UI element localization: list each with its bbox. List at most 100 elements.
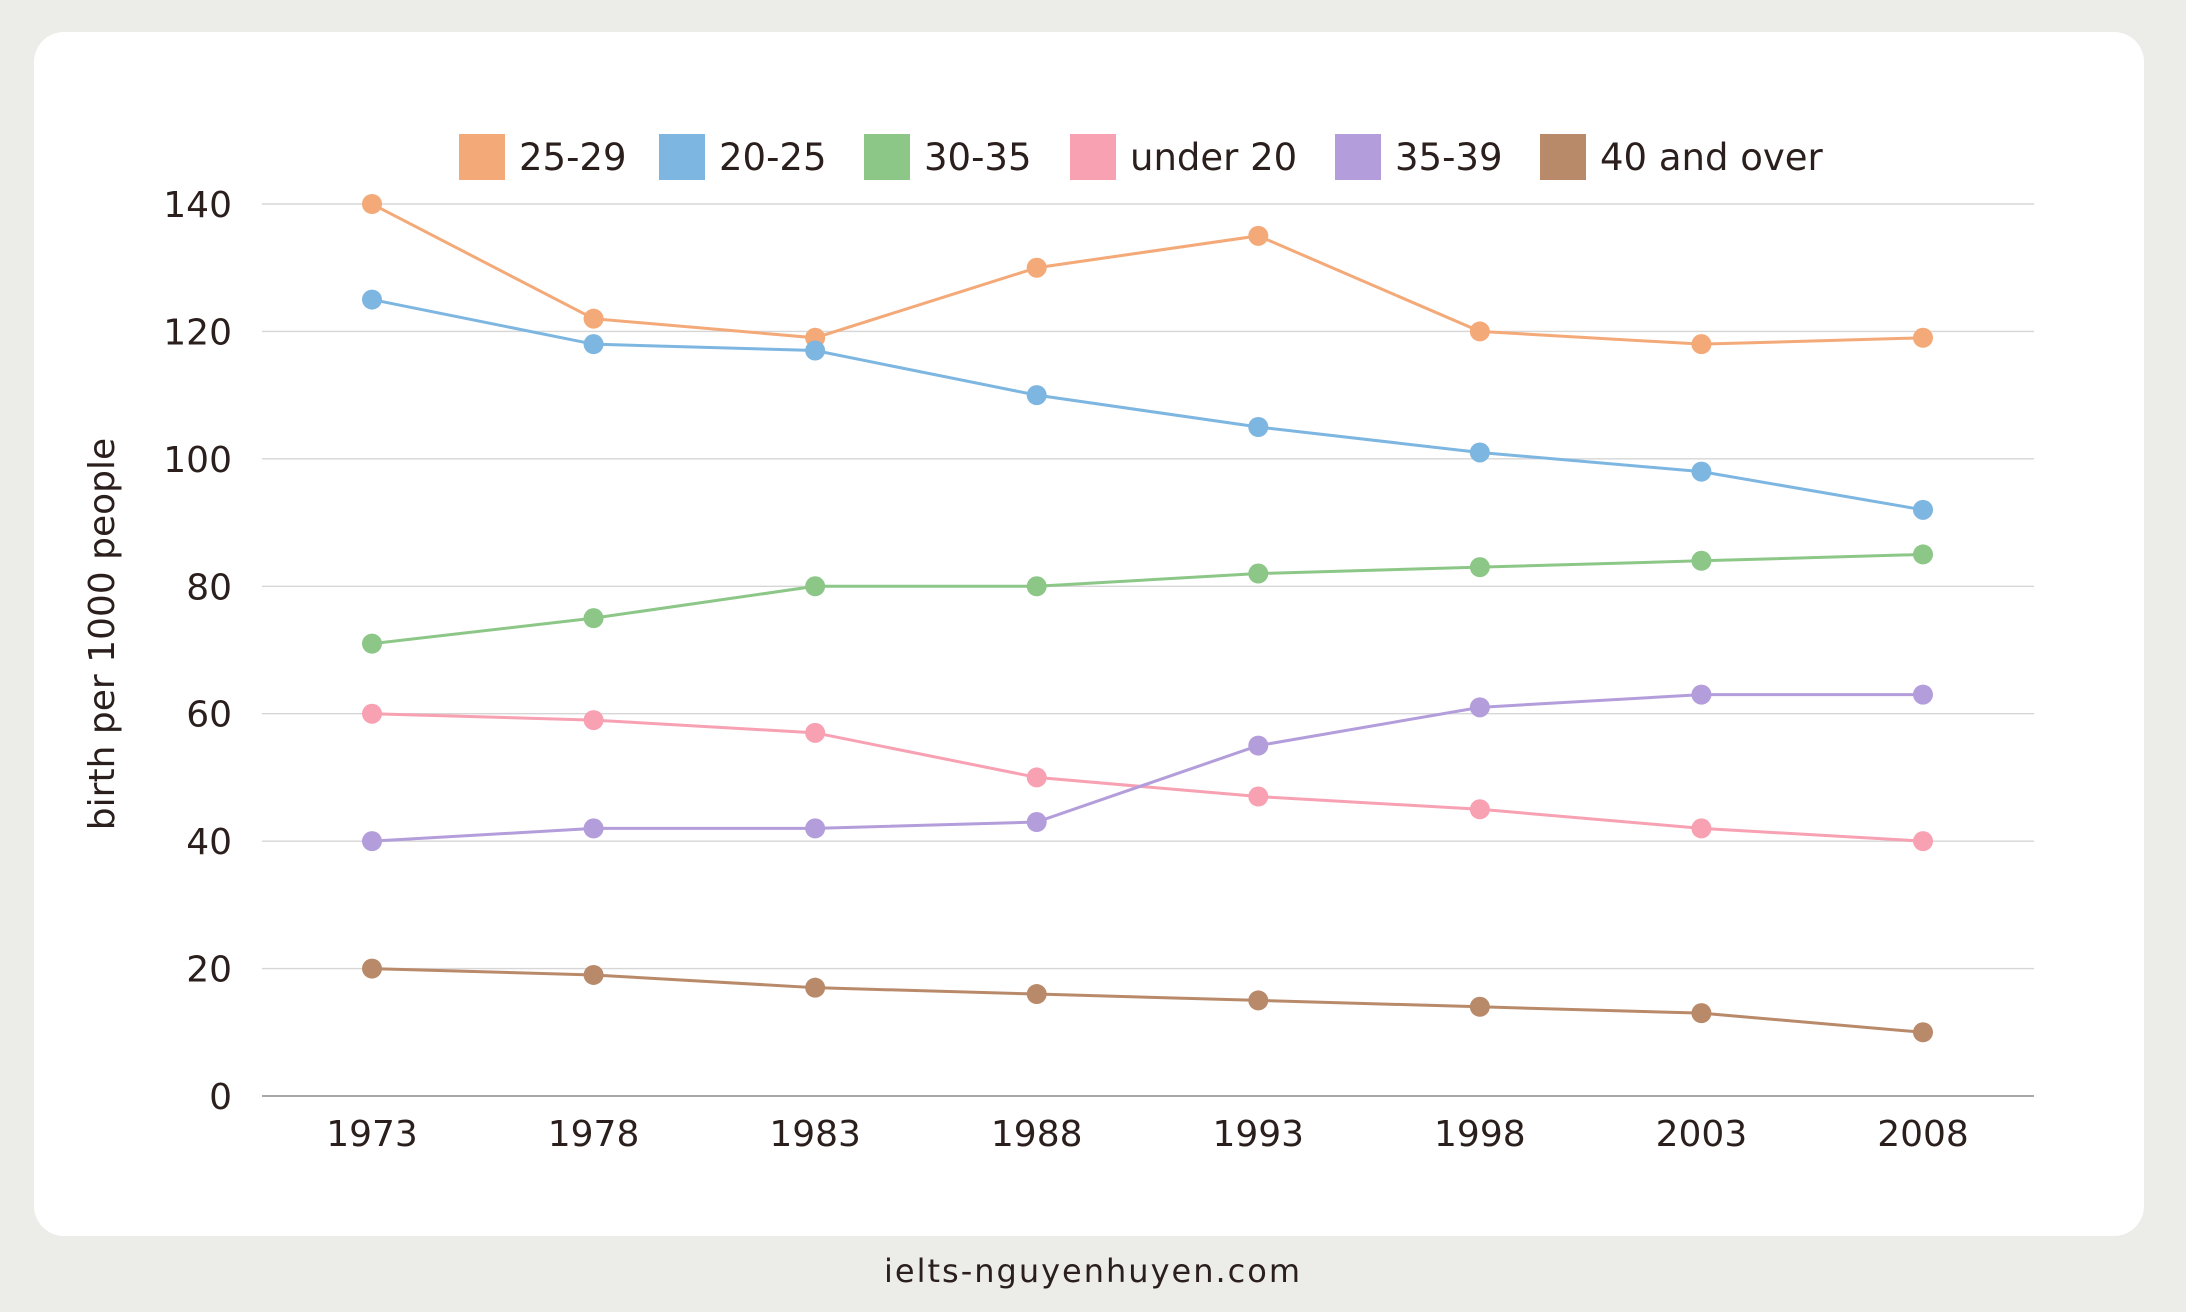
data-point (583, 818, 604, 839)
x-axis-ticks: 1973 1978 1983 1988 1993 1998 2003 2008 (326, 1114, 1969, 1155)
data-point (362, 831, 382, 852)
data-point (362, 194, 382, 214)
legend-swatch (1540, 134, 1586, 180)
y-tick-label: 60 (186, 695, 232, 736)
x-tick-label: 1998 (1434, 1114, 1526, 1155)
data-point (1691, 684, 1712, 705)
series-line (371, 298, 1924, 512)
x-tick-label: 1973 (326, 1114, 418, 1155)
data-point (1469, 697, 1490, 718)
data-point (1691, 334, 1712, 355)
data-point (805, 340, 826, 361)
x-tick-label: 1978 (548, 1114, 640, 1155)
legend-swatch (459, 134, 505, 180)
legend-swatch (1335, 134, 1381, 180)
data-point (1248, 225, 1269, 246)
y-tick-label: 80 (186, 567, 232, 608)
data-point (805, 722, 826, 743)
data-point (1248, 417, 1269, 437)
data-point (1026, 812, 1047, 833)
series-0 (362, 194, 1933, 355)
legend-label: 20-25 (719, 136, 827, 179)
legend-swatch (659, 134, 705, 180)
data-point (583, 710, 604, 731)
legend-swatch (1070, 134, 1116, 180)
data-point (1691, 461, 1712, 482)
data-point (1248, 786, 1269, 807)
data-point (1469, 321, 1490, 342)
data-point (1913, 684, 1933, 705)
x-tick-label: 2003 (1656, 1114, 1748, 1155)
data-point (1913, 327, 1933, 348)
legend-item: under 20 (1070, 134, 1297, 180)
x-tick-label: 1988 (991, 1114, 1083, 1155)
data-point (1913, 831, 1933, 852)
legend-item: 30-35 (864, 134, 1032, 180)
data-point (1026, 385, 1047, 406)
legend-label: 30-35 (924, 136, 1032, 179)
data-point (1026, 767, 1047, 788)
data-point (1469, 557, 1490, 578)
data-point (1469, 799, 1490, 820)
website-footer: ielts-nguyenhuyen.com (884, 1252, 1302, 1290)
data-point (1691, 818, 1712, 839)
legend-item: 25-29 (459, 134, 627, 180)
data-point (805, 576, 826, 597)
series-lines (362, 194, 1933, 1043)
y-tick-label: 20 (186, 950, 232, 991)
legend-item: 35-39 (1335, 134, 1503, 180)
data-point (1469, 442, 1490, 463)
y-axis-ticks: 0 20 40 60 80 100 120 140 (163, 185, 232, 1118)
data-point (805, 818, 826, 839)
data-point (583, 608, 604, 629)
data-point (362, 633, 382, 654)
chart-card (34, 32, 2144, 1236)
data-point (362, 289, 382, 310)
series-5 (362, 958, 1933, 1043)
data-point (1248, 990, 1269, 1011)
data-point (583, 964, 604, 985)
legend-item: 40 and over (1540, 134, 1824, 180)
y-tick-label: 100 (163, 440, 232, 481)
data-point (583, 308, 604, 329)
data-point (362, 703, 382, 724)
series-1 (362, 289, 1933, 520)
data-point (1248, 563, 1269, 584)
legend-label: 35-39 (1395, 136, 1503, 179)
x-tick-label: 1983 (769, 1114, 861, 1155)
series-3 (362, 703, 1933, 852)
y-tick-label: 0 (209, 1077, 232, 1118)
data-point (583, 334, 604, 355)
legend: 25-29 20-25 30-35 under 20 35-39 40 and over (459, 134, 1824, 180)
data-point (1691, 550, 1712, 571)
legend-swatch (864, 134, 910, 180)
y-tick-label: 40 (186, 822, 232, 863)
data-point (362, 958, 382, 979)
series-line (371, 552, 1924, 646)
gridlines (262, 203, 2034, 1097)
legend-item: 20-25 (659, 134, 827, 180)
series-4 (362, 684, 1933, 852)
data-point (1026, 257, 1047, 278)
x-tick-label: 2008 (1877, 1114, 1969, 1155)
series-line (371, 967, 1924, 1034)
data-point (1469, 996, 1490, 1017)
data-point (805, 977, 826, 998)
series-2 (362, 544, 1933, 654)
x-tick-label: 1993 (1212, 1114, 1304, 1155)
legend-label: 25-29 (519, 136, 627, 179)
y-axis-label: birth per 1000 people (82, 438, 123, 830)
y-tick-label: 120 (163, 312, 232, 353)
y-tick-label: 140 (163, 185, 232, 226)
data-point (1913, 544, 1933, 565)
series-line (371, 712, 1924, 843)
data-point (1026, 576, 1047, 597)
data-point (1248, 735, 1269, 756)
legend-label: under 20 (1130, 136, 1297, 179)
data-point (1691, 1003, 1712, 1024)
data-point (1026, 984, 1047, 1005)
series-line (371, 202, 1924, 346)
series-line (371, 693, 1923, 843)
legend-label: 40 and over (1600, 136, 1824, 179)
